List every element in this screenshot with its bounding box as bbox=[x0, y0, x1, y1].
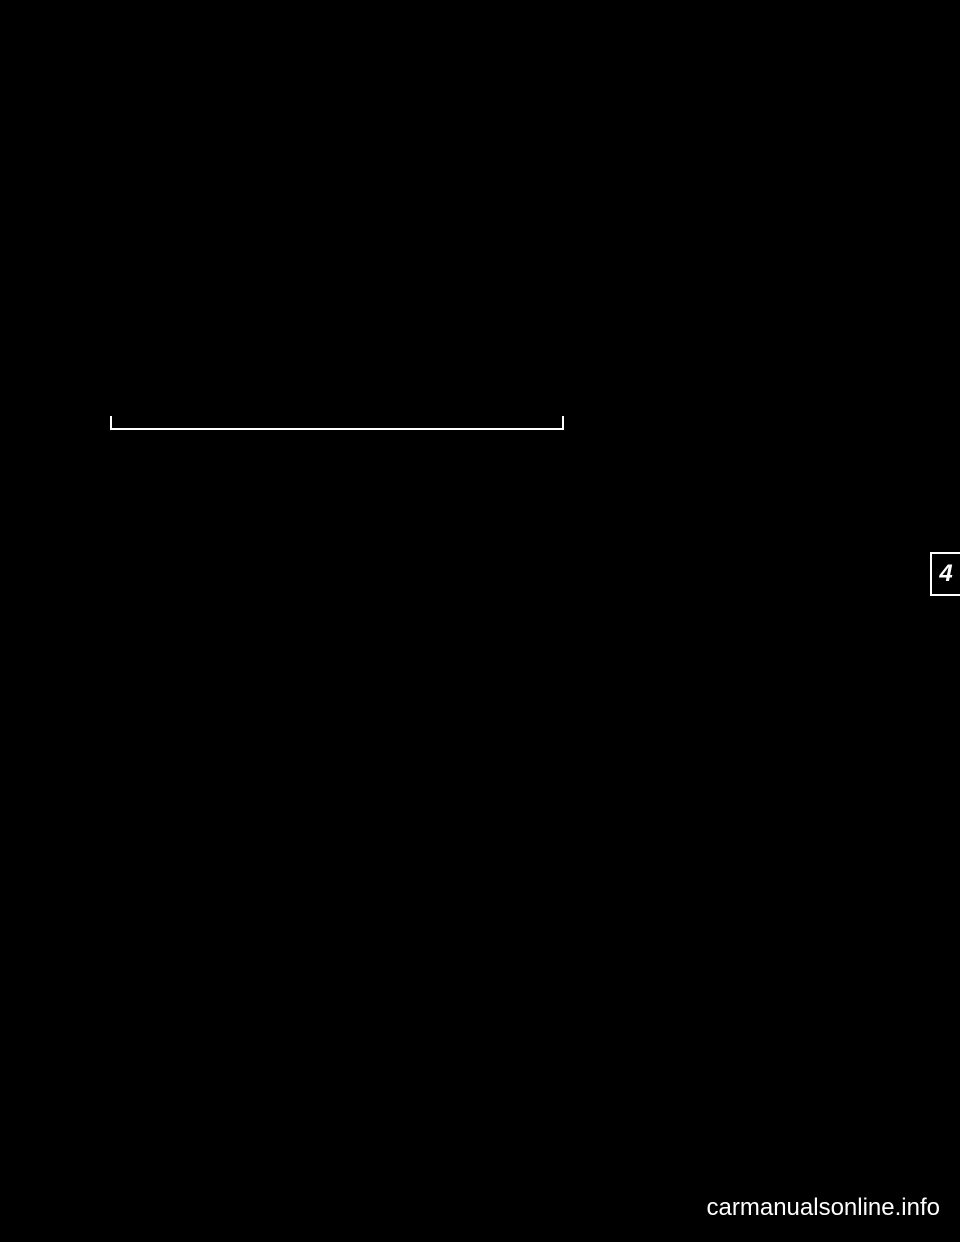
bracket-divider bbox=[110, 416, 564, 430]
page-tab: 4 bbox=[930, 552, 960, 596]
watermark: carmanualsonline.info bbox=[707, 1194, 940, 1222]
page-number: 4 bbox=[939, 560, 952, 588]
